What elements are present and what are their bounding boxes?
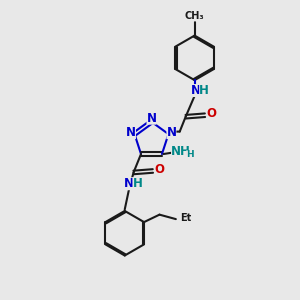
Text: H: H (186, 150, 194, 159)
Text: O: O (206, 107, 217, 120)
Text: CH₃: CH₃ (185, 11, 204, 21)
Text: NH: NH (171, 145, 191, 158)
Text: N: N (124, 177, 134, 190)
Text: O: O (154, 163, 164, 176)
Text: N: N (126, 126, 136, 139)
Text: N: N (191, 84, 201, 97)
Text: N: N (146, 112, 157, 125)
Text: H: H (133, 177, 142, 190)
Text: H: H (199, 84, 209, 97)
Text: N: N (167, 126, 176, 139)
Text: Et: Et (181, 213, 192, 223)
